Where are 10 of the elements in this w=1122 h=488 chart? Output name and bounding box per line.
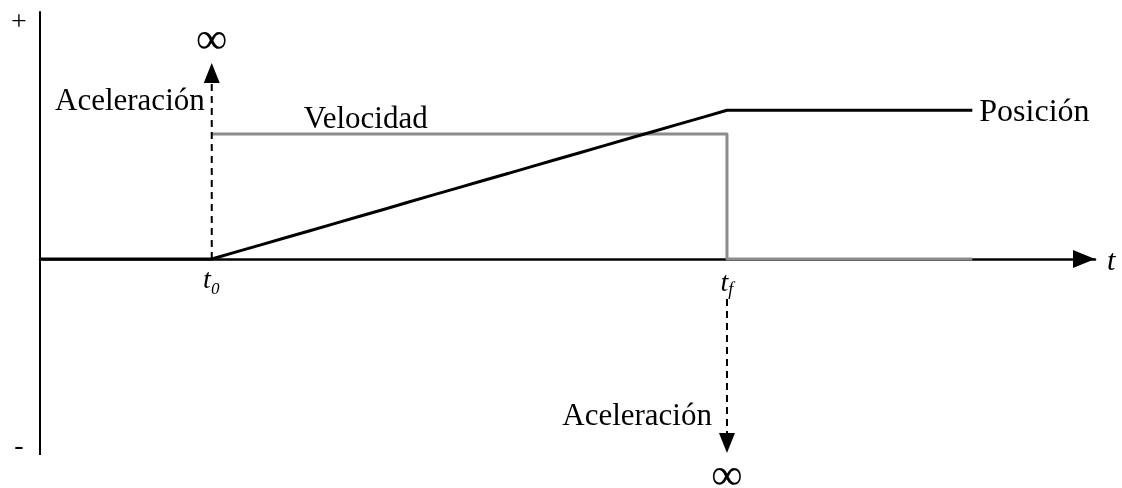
series-label: Velocidad xyxy=(303,99,429,135)
x-tick-label: t₀ xyxy=(202,262,221,294)
text: + xyxy=(11,4,27,36)
text: - xyxy=(14,428,24,460)
series-label: Posición xyxy=(979,92,1090,129)
text: ∞ xyxy=(196,13,228,63)
annotation: Aceleración xyxy=(55,81,206,117)
text: Aceleración xyxy=(562,396,713,432)
x-axis-title: t xyxy=(1107,242,1116,276)
text: ∞ xyxy=(711,449,743,488)
